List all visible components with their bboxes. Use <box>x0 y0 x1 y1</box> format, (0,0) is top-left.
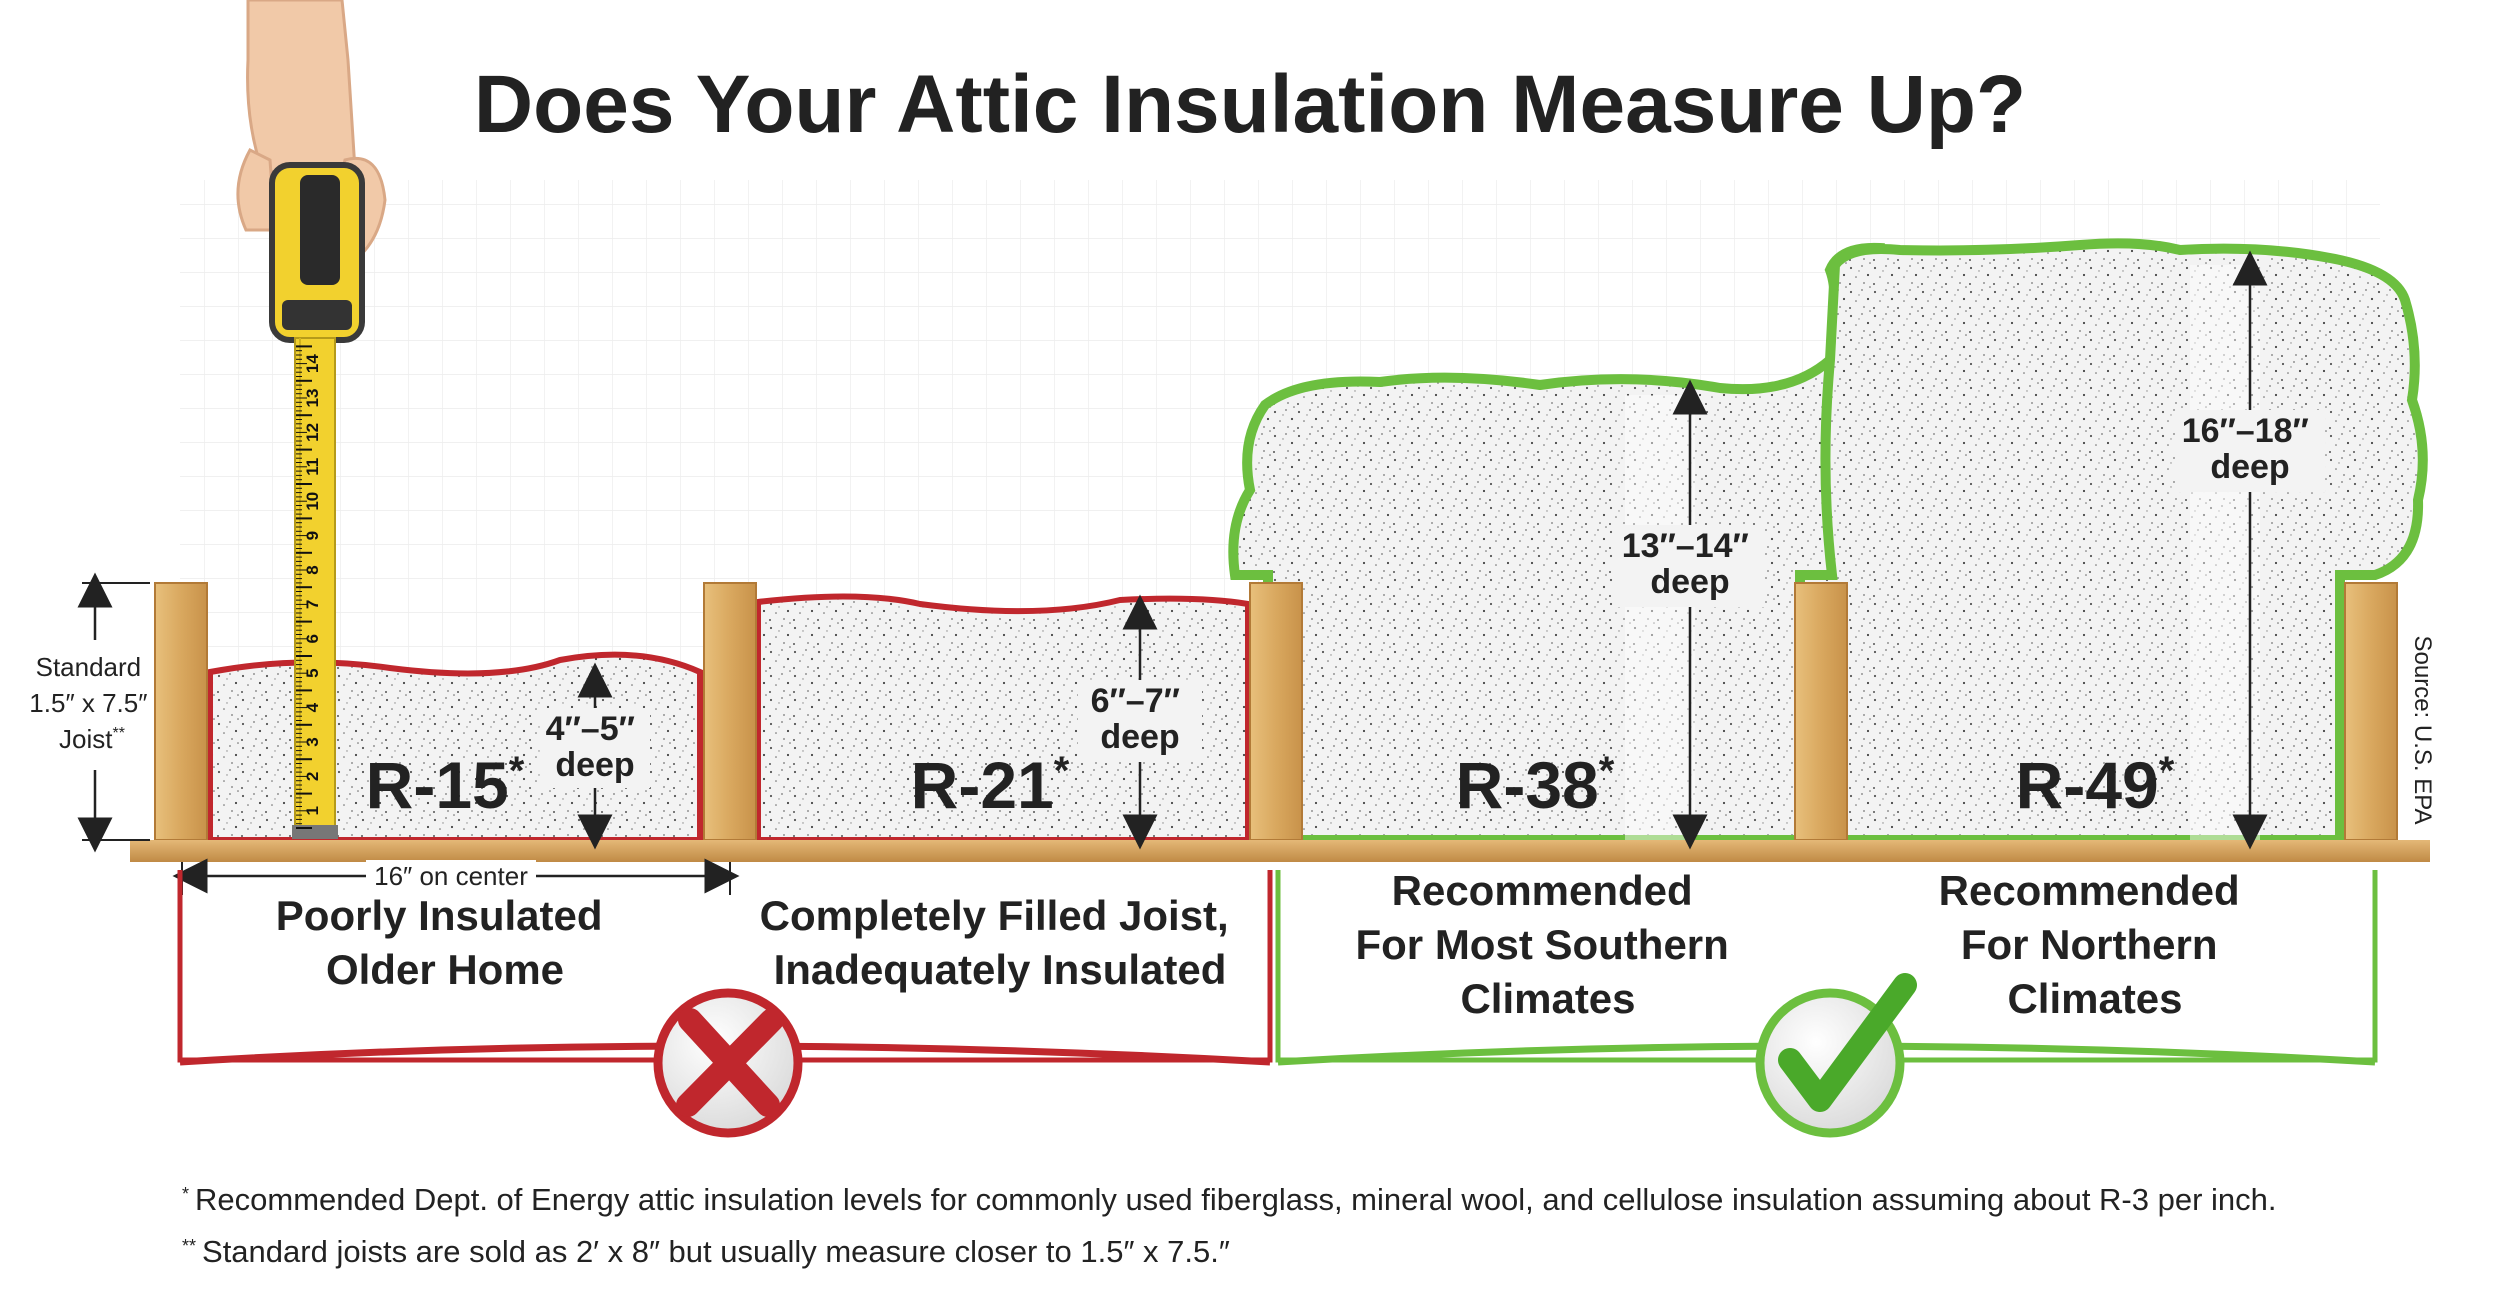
check-mark-icon <box>1755 973 1917 1138</box>
joist-1 <box>154 582 208 841</box>
caption-r21: Completely Filled Joist, Inadequately In… <box>760 892 1241 993</box>
r-value-r21: R-21* <box>911 748 1070 822</box>
joist-label: Standard 1.5″ x 7.5″ Joist** <box>29 652 154 754</box>
tape-number: 13 <box>303 389 322 408</box>
tape-number: 14 <box>303 354 322 373</box>
caption-r49: Recommended For Northern Climates <box>1939 867 2252 1022</box>
x-mark-icon <box>653 988 803 1138</box>
r-value-r38: R-38* <box>1456 748 1615 822</box>
joist-5 <box>2344 582 2398 841</box>
tape-number: 4 <box>303 702 322 712</box>
depth-label-r49: 16″–18″ deep <box>2182 412 2319 486</box>
depth-label-r15: 4″–5″ deep <box>546 710 645 784</box>
source-note: Source: U.S. EPA <box>2409 636 2436 825</box>
joist-2 <box>703 582 757 841</box>
tape-number: 6 <box>303 634 322 643</box>
tape-number: 7 <box>303 600 322 609</box>
page-title: Does Your Attic Insulation Measure Up? <box>474 59 2026 150</box>
tape-number: 2 <box>303 772 322 781</box>
tape-number: 12 <box>303 423 322 442</box>
caption-r15: Poorly Insulated Older Home <box>276 892 614 993</box>
tape-number: 1 <box>303 806 322 815</box>
footnote-1: * Recommended Dept. of Energy attic insul… <box>182 1182 2277 1217</box>
depth-label-r21: 6″–7″ deep <box>1091 682 1190 756</box>
tape-number: 8 <box>303 565 322 574</box>
tape-number: 3 <box>303 737 322 746</box>
joist-4 <box>1794 582 1848 841</box>
r-value-r49: R-49* <box>2016 748 2175 822</box>
depth-label-r38: 13″–14″ deep <box>1622 527 1759 601</box>
tape-number: 9 <box>303 531 322 540</box>
footnote-2: ** Standard joists are sold as 2′ x 8″ bu… <box>182 1234 1230 1269</box>
tape-number: 10 <box>303 492 322 511</box>
r-value-r15: R-15* <box>366 748 525 822</box>
tape-number: 11 <box>303 458 322 476</box>
ceiling-board <box>130 840 2430 862</box>
caption-r38: Recommended For Most Southern Climates <box>1356 867 1741 1022</box>
spacing-label: 16″ on center <box>374 861 528 891</box>
joist-3 <box>1249 582 1303 841</box>
tape-number: 5 <box>303 668 322 677</box>
